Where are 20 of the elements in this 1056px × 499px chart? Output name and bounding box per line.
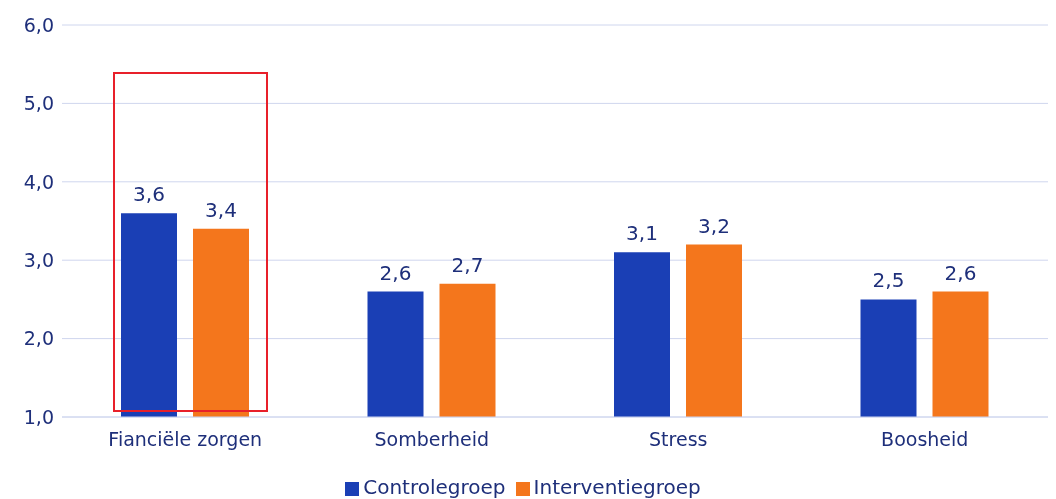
y-tick-label: 5,0 [23,92,54,115]
data-label: 2,6 [379,260,412,285]
data-label: 3,2 [698,213,730,238]
x-tick-label: Fianciële zorgen [108,428,263,451]
x-tick-label: Boosheid [881,428,969,451]
data-label: 3,1 [626,221,658,246]
y-tick-label: 2,0 [23,327,54,350]
y-tick-label: 4,0 [23,170,54,193]
y-tick-label: 6,0 [23,13,54,36]
y-tick-label: 3,0 [23,248,54,271]
data-label: 2,7 [451,252,484,277]
x-tick-label: Stress [649,428,708,451]
data-label: 3,6 [133,182,165,207]
y-tick-label: 1,0 [23,405,54,428]
legend-label: Interventiegroep [533,475,701,499]
data-label: 2,6 [944,260,977,285]
data-label: 2,5 [872,268,905,293]
x-tick-label: Somberheid [374,428,489,451]
legend-label: Controlegroep [363,475,506,499]
data-label: 3,4 [205,197,237,222]
